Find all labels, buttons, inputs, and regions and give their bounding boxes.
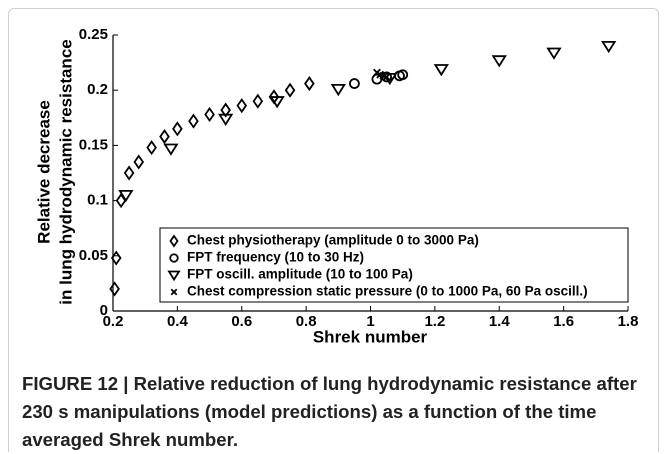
marker-diamond xyxy=(236,98,248,114)
marker-triangle xyxy=(118,189,134,203)
marker-diamond xyxy=(172,121,183,137)
marker-diamond xyxy=(110,250,122,266)
marker-triangle xyxy=(218,113,234,127)
marker-circle xyxy=(371,73,383,85)
x-tick-label: 1.6 xyxy=(553,313,574,330)
marker-triangle xyxy=(601,40,617,54)
marker-diamond xyxy=(252,93,264,109)
y-axis-label: Relative decrease xyxy=(34,100,53,244)
legend-box xyxy=(159,227,629,303)
marker-triangle xyxy=(167,270,181,282)
marker-diamond xyxy=(109,281,120,297)
marker-diamond xyxy=(204,106,215,123)
x-tick-label: 1.8 xyxy=(618,313,639,330)
marker-x xyxy=(382,73,391,81)
y-tick-label: 0.05 xyxy=(79,247,108,264)
y-tick-label: 0.1 xyxy=(87,192,108,209)
marker-triangle xyxy=(546,47,562,60)
y-tick-label: 0 xyxy=(100,302,108,319)
marker-circle xyxy=(169,253,179,263)
y-tick-label: 0.15 xyxy=(79,136,108,153)
y-tick-label: 0.2 xyxy=(87,81,108,98)
marker-diamond xyxy=(123,165,135,181)
marker-triangle xyxy=(491,55,507,68)
y-axis-label: in lung hydrodynamic resistance xyxy=(56,39,75,304)
x-tick-label: 1.2 xyxy=(424,313,445,330)
legend-label: FPT frequency (10 to 30 Hz) xyxy=(187,250,364,265)
x-tick-label: 0.2 xyxy=(103,313,124,330)
marker-diamond xyxy=(284,82,296,98)
marker-diamond xyxy=(169,234,179,248)
marker-x xyxy=(170,288,178,296)
marker-circle xyxy=(349,78,360,89)
x-tick-label: 1 xyxy=(366,313,374,330)
legend-label: Chest physiotherapy (amplitude 0 to 3000… xyxy=(187,233,479,248)
legend-label: Chest compression static pressure (0 to … xyxy=(187,284,588,299)
marker-diamond xyxy=(304,76,315,92)
frame xyxy=(8,8,659,452)
marker-diamond xyxy=(188,113,199,129)
marker-circle xyxy=(397,69,409,81)
marker-triangle xyxy=(163,143,179,156)
marker-diamond xyxy=(146,140,157,156)
caption: FIGURE 12 | Relative reduction of lung h… xyxy=(22,373,637,450)
marker-triangle xyxy=(330,83,346,97)
x-axis-label: Shrek number xyxy=(313,327,428,346)
marker-triangle xyxy=(433,64,449,77)
x-tick-label: 0.6 xyxy=(231,313,252,330)
marker-diamond xyxy=(220,102,231,118)
legend-label: FPT oscill. amplitude (10 to 100 Pa) xyxy=(187,267,413,282)
marker-triangle xyxy=(269,96,285,109)
x-tick-label: 0.4 xyxy=(167,313,189,330)
marker-diamond xyxy=(133,154,145,170)
chart: Shrek number Relative decrease in lung h… xyxy=(34,26,639,347)
x-tick-label: 0.8 xyxy=(296,313,317,330)
y-tick-label: 0.25 xyxy=(79,26,108,43)
marker-diamond xyxy=(159,128,170,145)
x-tick-label: 1.4 xyxy=(489,313,511,330)
